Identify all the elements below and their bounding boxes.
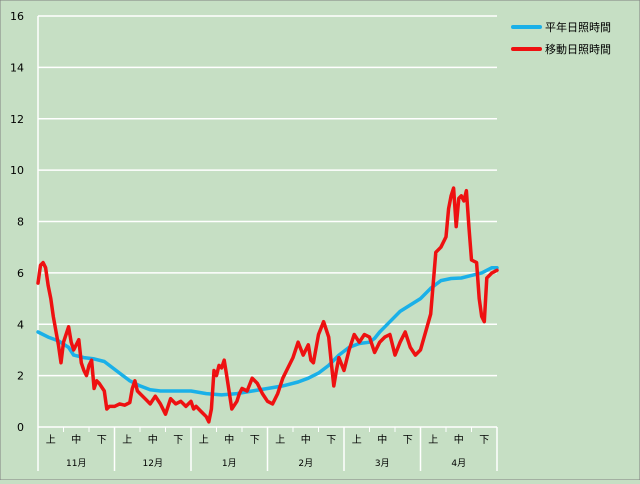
x-tick-label-decade: 中 bbox=[148, 433, 158, 446]
x-tick-label-decade: 中 bbox=[377, 433, 387, 446]
y-tick-label: 12 bbox=[10, 113, 24, 126]
x-tick-label-decade: 中 bbox=[71, 433, 81, 446]
y-tick-label: 14 bbox=[10, 61, 24, 74]
y-tick-label: 6 bbox=[17, 267, 24, 280]
x-tick-label-decade: 上 bbox=[122, 434, 132, 446]
y-tick-label: 16 bbox=[10, 10, 24, 23]
x-tick-label-decade: 上 bbox=[275, 434, 285, 446]
x-tick-label-month: 1月 bbox=[222, 458, 237, 469]
y-tick-label: 8 bbox=[17, 216, 24, 229]
x-tick-label-decade: 下 bbox=[479, 435, 489, 446]
x-tick-label-month: 4月 bbox=[451, 458, 466, 469]
y-tick-label: 4 bbox=[17, 318, 24, 331]
legend-label-1: 平年日照時間 bbox=[545, 20, 611, 34]
x-tick-label-decade: 中 bbox=[454, 433, 464, 446]
x-tick-label-decade: 下 bbox=[97, 435, 107, 446]
x-tick-label-decade: 上 bbox=[199, 434, 209, 446]
x-tick-label-decade: 下 bbox=[403, 435, 413, 446]
y-tick-label: 0 bbox=[17, 421, 24, 434]
x-tick-label-decade: 中 bbox=[301, 433, 311, 446]
x-tick-label-decade: 下 bbox=[173, 435, 183, 446]
legend-label-2: 移動日照時間 bbox=[545, 42, 611, 56]
x-tick-label-decade: 下 bbox=[326, 435, 336, 446]
x-tick-label-month: 12月 bbox=[143, 458, 163, 469]
x-tick-label-month: 11月 bbox=[66, 458, 86, 469]
series-line-2 bbox=[36, 186, 499, 424]
x-tick-label-month: 3月 bbox=[375, 458, 390, 469]
y-tick-label: 10 bbox=[10, 164, 24, 177]
x-tick-label-month: 2月 bbox=[298, 458, 313, 469]
x-tick-label-decade: 上 bbox=[352, 434, 362, 446]
x-tick-label-decade: 上 bbox=[46, 434, 56, 446]
x-tick-label-decade: 下 bbox=[250, 435, 260, 446]
x-tick-label-decade: 中 bbox=[224, 433, 234, 446]
x-tick-label-decade: 上 bbox=[428, 434, 438, 446]
series-line-1 bbox=[36, 265, 499, 397]
y-tick-label: 2 bbox=[17, 370, 24, 383]
